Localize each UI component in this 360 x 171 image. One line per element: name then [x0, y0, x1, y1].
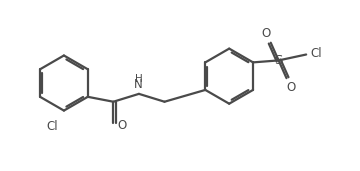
Text: N: N	[134, 78, 142, 91]
Text: Cl: Cl	[46, 120, 58, 133]
Text: S: S	[274, 54, 283, 67]
Text: Cl: Cl	[310, 47, 322, 60]
Text: O: O	[287, 81, 296, 94]
Text: O: O	[261, 27, 270, 40]
Text: H: H	[135, 74, 143, 84]
Text: O: O	[117, 119, 126, 132]
